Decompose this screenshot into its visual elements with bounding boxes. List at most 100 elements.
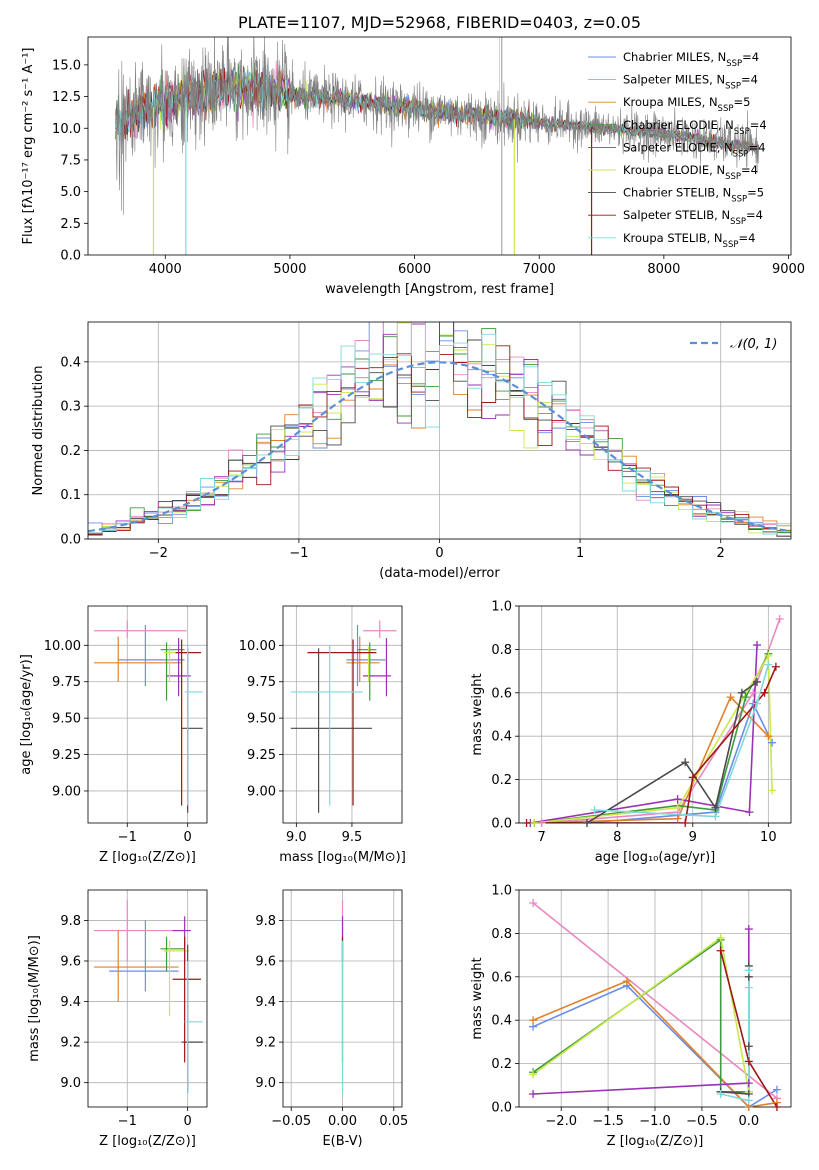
panel-residuals: −2 −1 0 1 2 0.0 0.1 0.2 0.3 0.4 (data-model)/error…: [31, 321, 792, 581]
y-tick-label: 9.50: [52, 712, 81, 727]
gaussian-reference-curve: [88, 361, 791, 533]
y-tick-label: 0.0: [60, 249, 81, 264]
axes-frame: [282, 605, 403, 824]
y-tick-label: 9.6: [255, 954, 276, 969]
x-tick-label: 5000: [273, 262, 306, 277]
data-point-marker: [760, 688, 769, 697]
series-line-kroupa-elodie: [534, 653, 773, 823]
y-tick-label: 9.25: [247, 748, 276, 763]
x-tick-label: 0.00: [328, 1114, 357, 1129]
legend-label: Salpeter STELIB, NSSP=4: [623, 208, 763, 227]
x-tick-label: −0.05: [271, 1114, 311, 1129]
y-tick-label: 1.0: [491, 600, 512, 615]
plot-area: [88, 322, 791, 537]
data-point-marker: [673, 814, 682, 823]
legend-label: Chabrier ELODIE, NSSP=4: [623, 118, 767, 137]
data-spectrum: [115, 37, 759, 215]
x-tick-label: 7: [538, 830, 546, 845]
series-line-salpeter-miles: [532, 902, 778, 1099]
series-line-kroupa-stelib: [594, 664, 770, 818]
data-point-marker: [744, 1079, 753, 1088]
y-axis-label: Normed distribution: [31, 366, 46, 496]
y-tick-label: 10.00: [44, 639, 81, 654]
y-tick-label: 9.4: [60, 995, 81, 1010]
y-tick-label: 1.0: [491, 884, 512, 899]
series-line-chabrier-elodie: [532, 938, 749, 1093]
panel-age_vs_mass: 9.0 9.5 9.00 9.25 9.50 9.75 10.00 mass [log₁₀(M…: [239, 605, 406, 865]
y-tick-label: 9.75: [52, 675, 81, 690]
y-tick-label: 15.0: [52, 58, 81, 73]
x-tick-label: −1.0: [639, 1114, 671, 1129]
data-point-marker: [768, 786, 777, 795]
legend-label: Kroupa ELODIE, NSSP=4: [623, 163, 758, 182]
x-tick-label: 4000: [149, 262, 182, 277]
x-axis-label: E(B-V): [322, 1134, 362, 1149]
data-point-marker: [716, 946, 725, 955]
y-tick-label: 0.6: [491, 970, 512, 985]
data-point-marker: [711, 803, 720, 812]
y-axis-label: mass [log₁₀(M/M⊙)]: [27, 935, 42, 1062]
data-point-marker: [744, 983, 753, 992]
y-tick-label: 0.2: [491, 773, 512, 788]
panel-age_vs_Z: −1 0 9.00 9.25 9.50 9.75 10.00 Z [log₁₀(Z/Z⊙)] a…: [19, 605, 208, 865]
x-tick-label: −2.0: [545, 1114, 577, 1129]
chart-title: PLATE=1107, MJD=52968, FIBERID=0403, z=0…: [238, 13, 641, 32]
y-tick-label: 0.4: [491, 1014, 512, 1029]
y-tick-label: 9.2: [60, 1036, 81, 1051]
y-tick-label: 2.5: [60, 217, 81, 232]
y-tick-label: 5.0: [60, 185, 81, 200]
x-tick-label: 0: [184, 830, 192, 845]
y-tick-label: 0.6: [491, 686, 512, 701]
data-point-marker: [711, 812, 720, 821]
y-tick-label: 0.4: [60, 355, 81, 370]
x-axis-label: Z [log₁₀(Z/Z⊙)]: [99, 1134, 196, 1149]
axes-frame: [87, 889, 208, 1108]
y-tick-label: 9.25: [52, 748, 81, 763]
data-point-marker: [772, 1103, 781, 1111]
x-tick-label: 0.0: [738, 1114, 759, 1129]
data-point-marker: [764, 732, 773, 741]
data-point-marker: [583, 819, 591, 827]
data-point-marker: [744, 966, 753, 975]
data-point-marker: [529, 1089, 538, 1098]
x-tick-label: 0.05: [379, 1114, 408, 1129]
data-point-marker: [771, 662, 780, 671]
data-point-marker: [753, 641, 761, 650]
x-tick-label: −2: [149, 546, 168, 561]
x-tick-label: 0: [184, 1114, 192, 1129]
histogram-salpeter-elodie: [88, 322, 791, 537]
legend-label: Salpeter ELODIE, NSSP=4: [623, 140, 766, 159]
data-point-marker: [681, 819, 690, 827]
data-point-marker: [753, 699, 761, 708]
data-point-marker: [530, 819, 539, 827]
series-line-chabrier-stelib: [720, 966, 750, 1095]
x-axis-label: Z [log₁₀(Z/Z⊙)]: [607, 1134, 704, 1149]
x-tick-label: 8: [613, 830, 621, 845]
x-axis-label: wavelength [Angstrom, rest frame]: [325, 282, 554, 297]
data-point-marker: [537, 819, 546, 827]
panel-weight_vs_age: 7 8 9 10 0.0 0.2 0.4 0.6 0.8 1.0 age [log₁₀(age/yr…: [470, 600, 792, 865]
y-tick-label: 0.0: [491, 1101, 512, 1116]
data-point-marker: [772, 1085, 781, 1094]
series-line-kroupa-elodie: [532, 936, 750, 1092]
data-point-marker: [622, 977, 631, 986]
axes-frame: [518, 889, 792, 1108]
y-tick-label: 9.8: [60, 914, 81, 929]
y-tick-label: 9.0: [60, 1076, 81, 1091]
y-tick-label: 9.6: [60, 954, 81, 969]
data-point-marker: [673, 795, 682, 804]
y-tick-label: 9.00: [52, 784, 81, 799]
y-tick-label: 0.1: [60, 488, 81, 503]
y-tick-label: 9.2: [255, 1036, 276, 1051]
data-point-marker: [529, 899, 538, 908]
data-point-marker: [529, 1016, 538, 1025]
data-point-marker: [768, 738, 777, 747]
x-tick-label: 6000: [398, 262, 431, 277]
x-tick-label: 0: [435, 546, 443, 561]
legend-label: Chabrier STELIB, NSSP=5: [623, 186, 764, 205]
x-tick-label: −1: [118, 1114, 137, 1129]
data-point-marker: [673, 803, 682, 812]
series-line-chabrier-miles: [586, 701, 773, 823]
x-tick-label: 8000: [647, 262, 680, 277]
x-tick-label: −1.5: [592, 1114, 624, 1129]
